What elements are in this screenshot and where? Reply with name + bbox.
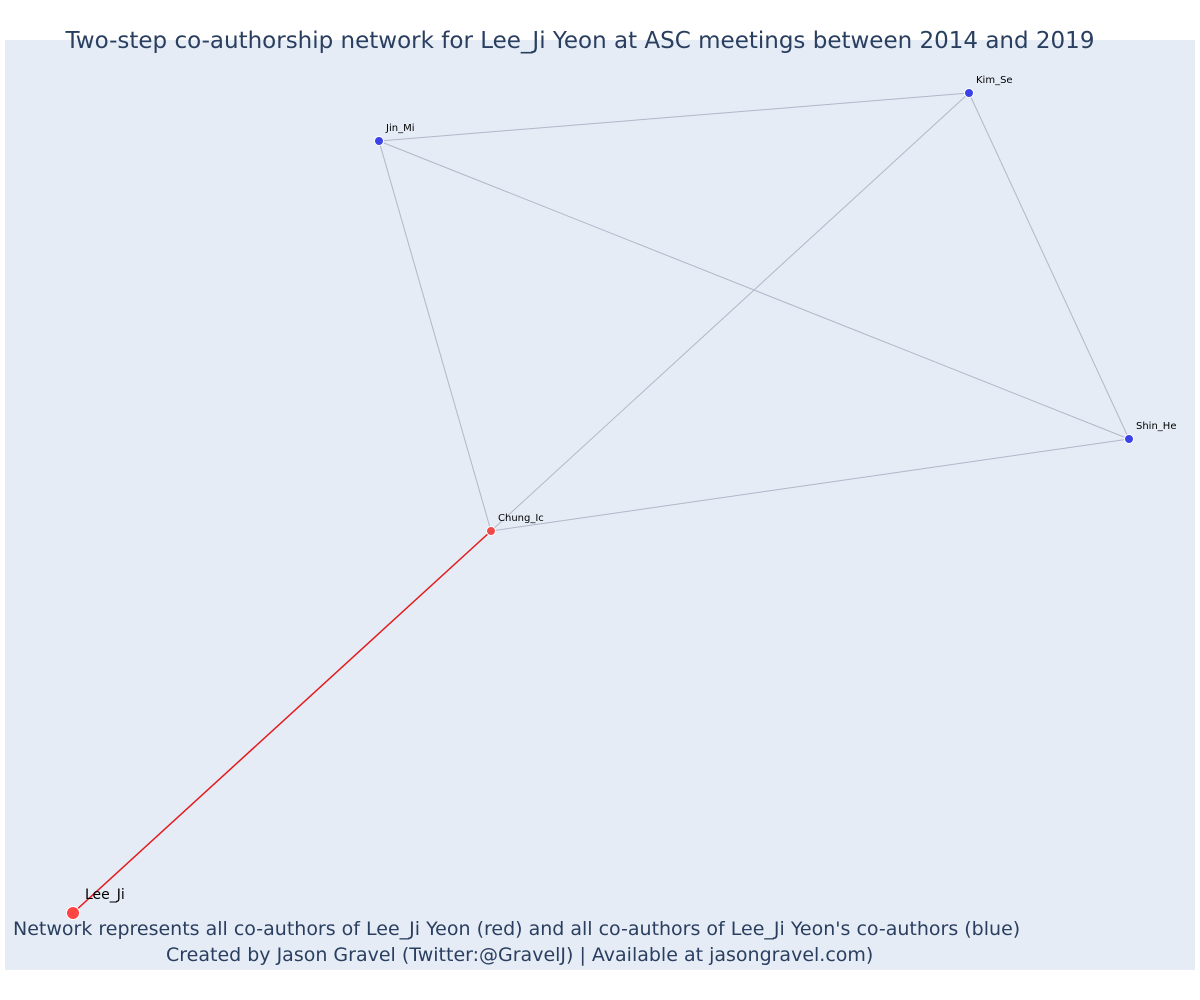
edge-Chung_Ic-Kim_Se — [490, 92, 970, 532]
edge-Chung_Ic-Shin_He — [490, 438, 1130, 532]
node-Lee_Ji[interactable] — [66, 906, 80, 920]
edge-Kim_Se-Shin_He — [968, 92, 1130, 440]
chart-title: Two-step co-authorship network for Lee_J… — [65, 28, 1095, 54]
nodes-layer: Lee_Ji Chung_Ic Jin_Mi Kim_Se Shin_He — [66, 75, 1176, 920]
node-label-Lee_Ji: Lee_Ji — [85, 887, 125, 903]
plot-background — [5, 40, 1195, 970]
node-label-Jin_Mi: Jin_Mi — [385, 123, 414, 134]
node-label-Kim_Se: Kim_Se — [976, 75, 1013, 86]
edge-Jin_Mi-Shin_He — [378, 140, 1130, 440]
edges-layer — [72, 92, 1130, 914]
edge-Jin_Mi-Kim_Se — [378, 92, 970, 142]
edge-Chung_Ic-Jin_Mi — [378, 140, 492, 532]
edge-Lee_Ji-Chung_Ic — [72, 530, 492, 914]
footer-credit: Created by Jason Gravel (Twitter:@Gravel… — [166, 944, 874, 966]
node-Chung_Ic[interactable] — [486, 526, 496, 536]
node-label-Shin_He: Shin_He — [1136, 421, 1176, 432]
footer-description: Network represents all co-authors of Lee… — [13, 918, 1021, 940]
node-Shin_He[interactable] — [1124, 434, 1134, 444]
node-Kim_Se[interactable] — [964, 88, 974, 98]
node-label-Chung_Ic: Chung_Ic — [498, 513, 544, 524]
node-Jin_Mi[interactable] — [374, 136, 384, 146]
